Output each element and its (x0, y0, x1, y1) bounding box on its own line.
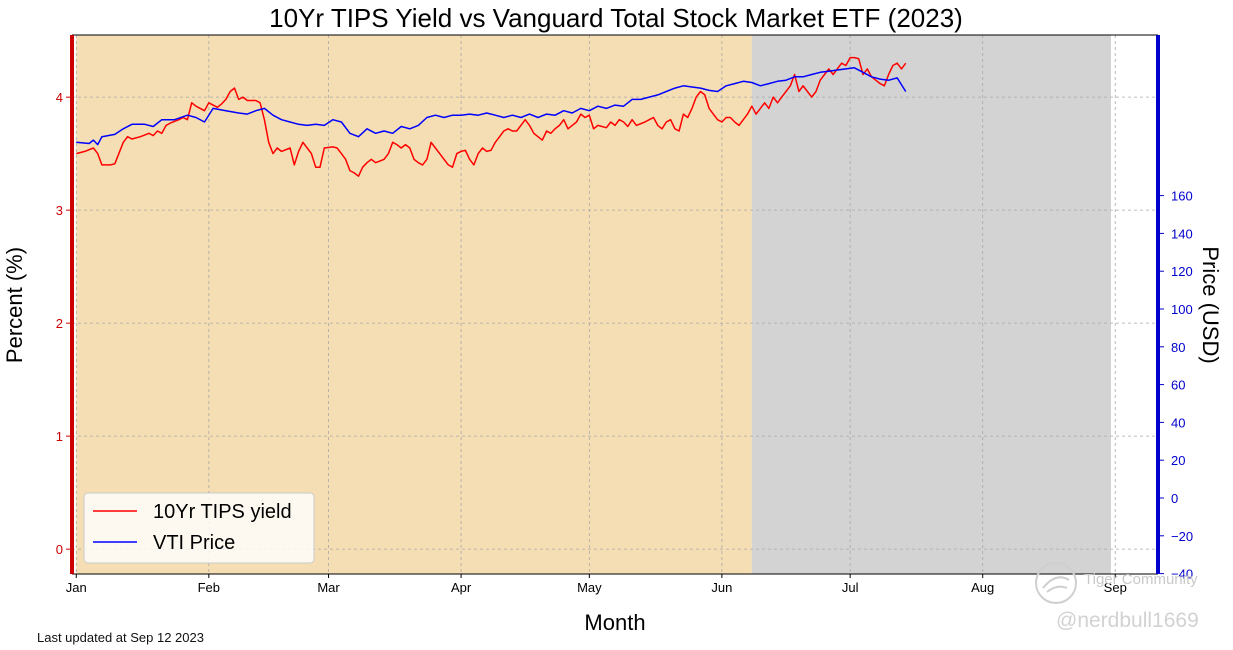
x-tick-label-8: Sep (1104, 580, 1127, 595)
x-tick-label-0: Jan (66, 580, 87, 595)
y-axis-label-left: Percent (%) (2, 247, 27, 363)
y-right-tick-label-5: 60 (1171, 378, 1185, 393)
y-right-tick-label-4: 40 (1171, 415, 1185, 430)
legend: 10Yr TIPS yield VTI Price (83, 492, 315, 564)
watermark-brand: Tiger Community (1084, 571, 1198, 588)
y-right-tick-label-8: 120 (1171, 264, 1193, 279)
x-axis-label: Month (584, 610, 645, 635)
y-right-tick-label-0: −40 (1171, 567, 1193, 582)
series-line-vti (76, 67, 907, 146)
tiger-logo-icon (1035, 562, 1077, 604)
y-left-tick-label-1: 1 (56, 429, 63, 444)
shaded-region-1 (751, 35, 1111, 574)
x-tick-label-5: Jun (711, 580, 732, 595)
x-tick-label-7: Aug (971, 580, 994, 595)
x-tick-label-6: Jul (842, 580, 859, 595)
last-updated-note: Last updated at Sep 12 2023 (37, 630, 204, 645)
legend-label-tips: 10Yr TIPS yield (153, 501, 292, 523)
watermark-user: @nerdbull1669 (1056, 609, 1199, 632)
x-tick-label-2: Mar (317, 580, 340, 595)
series-line-tips (76, 56, 907, 177)
y-right-tick-label-6: 80 (1171, 340, 1185, 355)
y-right-tick-label-7: 100 (1171, 302, 1193, 317)
x-tick-label-1: Feb (198, 580, 220, 595)
y-left-tick-label-4: 4 (56, 90, 63, 105)
x-tick-label-3: Apr (451, 580, 472, 595)
y-axis-label-right: Price (USD) (1198, 246, 1223, 363)
y-right-tick-label-1: −20 (1171, 529, 1193, 544)
x-tick-label-4: May (577, 580, 602, 595)
legend-box (83, 492, 315, 564)
tick-labels: Jan Feb Mar Apr May Jun Jul Aug Sep 0 1 2 3 4 −40 −20 0 2… (56, 90, 1193, 595)
y-right-tick-label-10: 160 (1171, 189, 1193, 204)
y-right-tick-label-2: 0 (1171, 491, 1178, 506)
axes (70, 34, 1160, 575)
series-lines (76, 56, 907, 177)
chart-title: 10Yr TIPS Yield vs Vanguard Total Stock … (269, 3, 963, 33)
y-left-tick-label-2: 2 (56, 316, 63, 331)
legend-label-vti: VTI Price (153, 532, 235, 554)
y-left-tick-label-3: 3 (56, 203, 63, 218)
y-left-tick-label-0: 0 (56, 542, 63, 557)
y-right-tick-label-9: 140 (1171, 226, 1193, 241)
y-right-tick-label-3: 20 (1171, 453, 1185, 468)
